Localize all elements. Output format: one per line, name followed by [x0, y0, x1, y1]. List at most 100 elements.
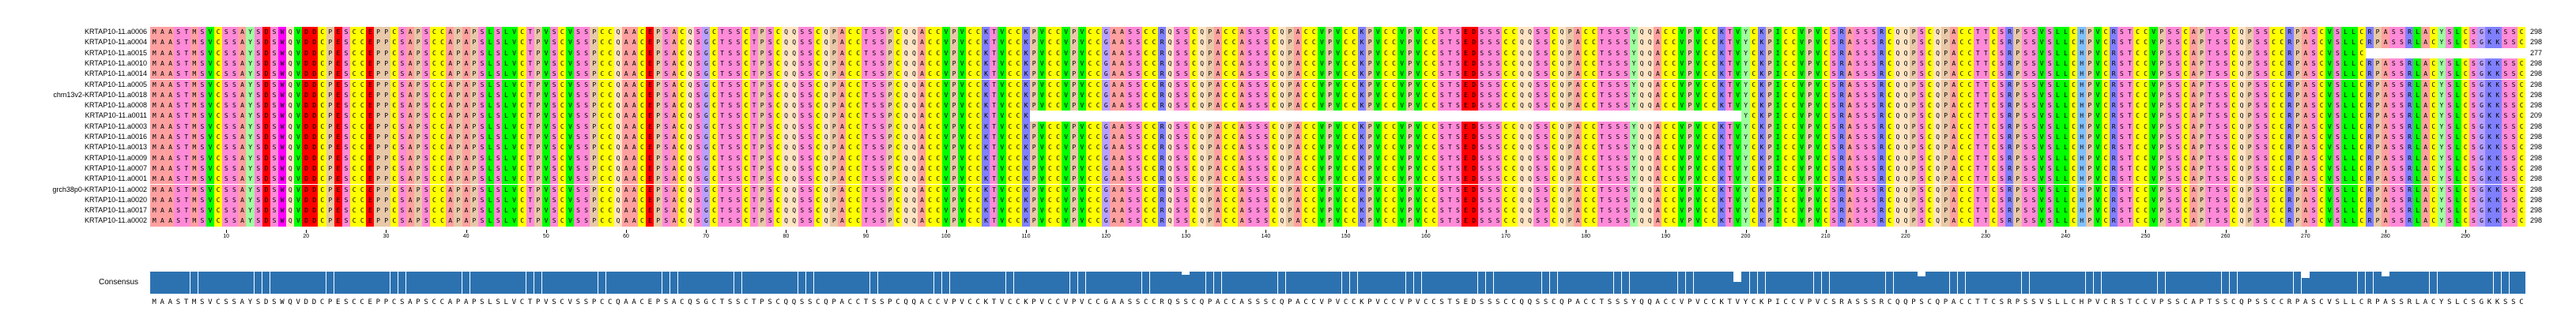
residue-cell: L	[2054, 163, 2062, 175]
sequence-name[interactable]: KRTAP10-11.a0020	[85, 196, 147, 204]
residue-cell: P	[1685, 79, 1695, 90]
residue-cell: P	[1405, 79, 1415, 90]
residue-cell: C	[2069, 37, 2078, 48]
residue-cell: Q	[1526, 132, 1534, 143]
residue-cell: P	[1941, 132, 1950, 143]
residue-cell: C	[213, 194, 223, 206]
residue-cell: C	[1221, 194, 1231, 206]
residue-cell: C	[2517, 27, 2526, 38]
residue-cell: P	[1365, 79, 1375, 90]
residue-cell: R	[1837, 100, 1846, 111]
residue-cell: Y	[246, 111, 255, 122]
residue-cell: C	[2269, 37, 2278, 48]
residue-cell: Q	[1518, 163, 1526, 175]
residue-cell: V	[1038, 100, 1047, 111]
residue-cell: A	[621, 100, 631, 111]
residue-cell: S	[1246, 152, 1254, 163]
residue-cell: A	[1845, 58, 1854, 69]
residue-cell: Q	[1165, 174, 1175, 185]
residue-cell: V	[1813, 89, 1823, 101]
sequence-name[interactable]: KRTAP10-11.a0016	[85, 133, 147, 141]
sequence-name[interactable]: KRTAP10-11.a0010	[85, 59, 147, 67]
residue-cell: V	[957, 132, 967, 143]
residue-cell: E	[1461, 121, 1470, 132]
residue-cell: L	[2054, 58, 2062, 69]
residue-cell: C	[2317, 58, 2326, 69]
residue-cell: C	[1925, 194, 1934, 206]
residue-cell: C	[1341, 27, 1351, 38]
residue-cell: S	[805, 121, 815, 132]
sequence-name[interactable]: KRTAP10-11.a0014	[85, 69, 147, 77]
residue-cell: S	[341, 174, 351, 185]
residue-cell: S	[726, 152, 734, 163]
sequence-name[interactable]: KRTAP10-11.a0009	[85, 154, 147, 162]
residue-cell: T	[749, 121, 759, 132]
residue-cell: C	[1590, 142, 1598, 153]
residue-cell: C	[2317, 89, 2326, 101]
residue-cell: C	[2461, 163, 2470, 175]
residue-cell: S	[798, 100, 807, 111]
residue-cell: C	[1301, 27, 1311, 38]
sequence-name[interactable]: chm13v2-KRTAP10-11.a0018	[53, 91, 147, 99]
residue-cell: Q	[685, 152, 695, 163]
residue-cell: C	[2101, 37, 2110, 48]
residue-cell: Q	[782, 37, 790, 48]
residue-cell: C	[1229, 194, 1239, 206]
residue-cell: S	[2165, 79, 2174, 90]
sequence-name[interactable]: KRTAP10-11.a0007	[85, 164, 147, 172]
residue-cell: P	[1069, 132, 1079, 143]
residue-cell: E	[646, 163, 654, 175]
residue-cell: A	[1845, 163, 1854, 175]
residue-cell: A	[1118, 89, 1126, 101]
sequence-name[interactable]: KRTAP10-11.a0001	[85, 175, 147, 182]
residue-cell: P	[1365, 100, 1375, 111]
residue-cell	[2517, 47, 2526, 58]
residue-cell: Q	[782, 69, 790, 80]
residue-cell: A	[2381, 79, 2390, 90]
residue-cell: C	[430, 37, 439, 48]
residue-cell: C	[1054, 163, 1062, 175]
sequence-name[interactable]: KRTAP10-11.a0003	[85, 122, 147, 130]
residue-cell: C	[1549, 174, 1559, 185]
residue-cell: C	[1229, 58, 1239, 69]
residue-cell: Q	[1526, 89, 1534, 101]
sequence-name[interactable]: KRTAP10-11.a0015	[85, 49, 147, 57]
residue-cell: C	[1582, 100, 1590, 111]
sequence-name[interactable]: KRTAP10-11.a0006	[85, 28, 147, 36]
residue-cell: K	[2485, 111, 2494, 122]
residue-cell: S	[1854, 111, 1862, 122]
sequence-name[interactable]: grch38p0-KRTAP10-11.a0002	[52, 186, 147, 193]
residue-cell: S	[1493, 174, 1503, 185]
residue-cell: T	[2125, 111, 2134, 122]
residue-cell: C	[677, 47, 687, 58]
residue-cell: C	[1054, 89, 1062, 101]
residue-cell: K	[2493, 37, 2502, 48]
residue-cell: T	[1597, 47, 1606, 58]
residue-cell: A	[1654, 174, 1662, 185]
residue-cell: S	[574, 69, 583, 80]
residue-cell: A	[1949, 194, 1959, 206]
sequence-name[interactable]: KRTAP10-11.a0017	[85, 206, 147, 214]
residue-cell: S	[398, 184, 407, 195]
residue-cell: M	[190, 37, 199, 48]
residue-cell: V	[541, 79, 551, 90]
residue-cell: C	[2141, 58, 2150, 69]
residue-cell: C	[741, 111, 751, 122]
residue-cell: C	[430, 89, 439, 101]
residue-cell: S	[1262, 58, 1270, 69]
sequence-name[interactable]: KRTAP10-11.a0011	[85, 111, 147, 119]
sequence-name[interactable]: KRTAP10-11.a0013	[85, 143, 147, 151]
residue-cell: C	[1382, 27, 1390, 38]
residue-cell: L	[2413, 163, 2422, 175]
residue-cell: Q	[613, 100, 623, 111]
residue-cell: S	[2213, 152, 2222, 163]
residue-cell: S	[254, 111, 263, 122]
sequence-name[interactable]: KRTAP10-11.a0004	[85, 38, 147, 46]
sequence-name[interactable]: KRTAP10-11.a0002	[85, 216, 147, 224]
sequence-name[interactable]: KRTAP10-11.a0008	[85, 101, 147, 109]
sequence-name[interactable]: KRTAP10-11.a0005	[85, 81, 147, 88]
residue-cell: C	[349, 69, 359, 80]
residue-cell: S	[494, 142, 503, 153]
residue-cell: S	[694, 100, 703, 111]
residue-cell: C	[677, 69, 687, 80]
